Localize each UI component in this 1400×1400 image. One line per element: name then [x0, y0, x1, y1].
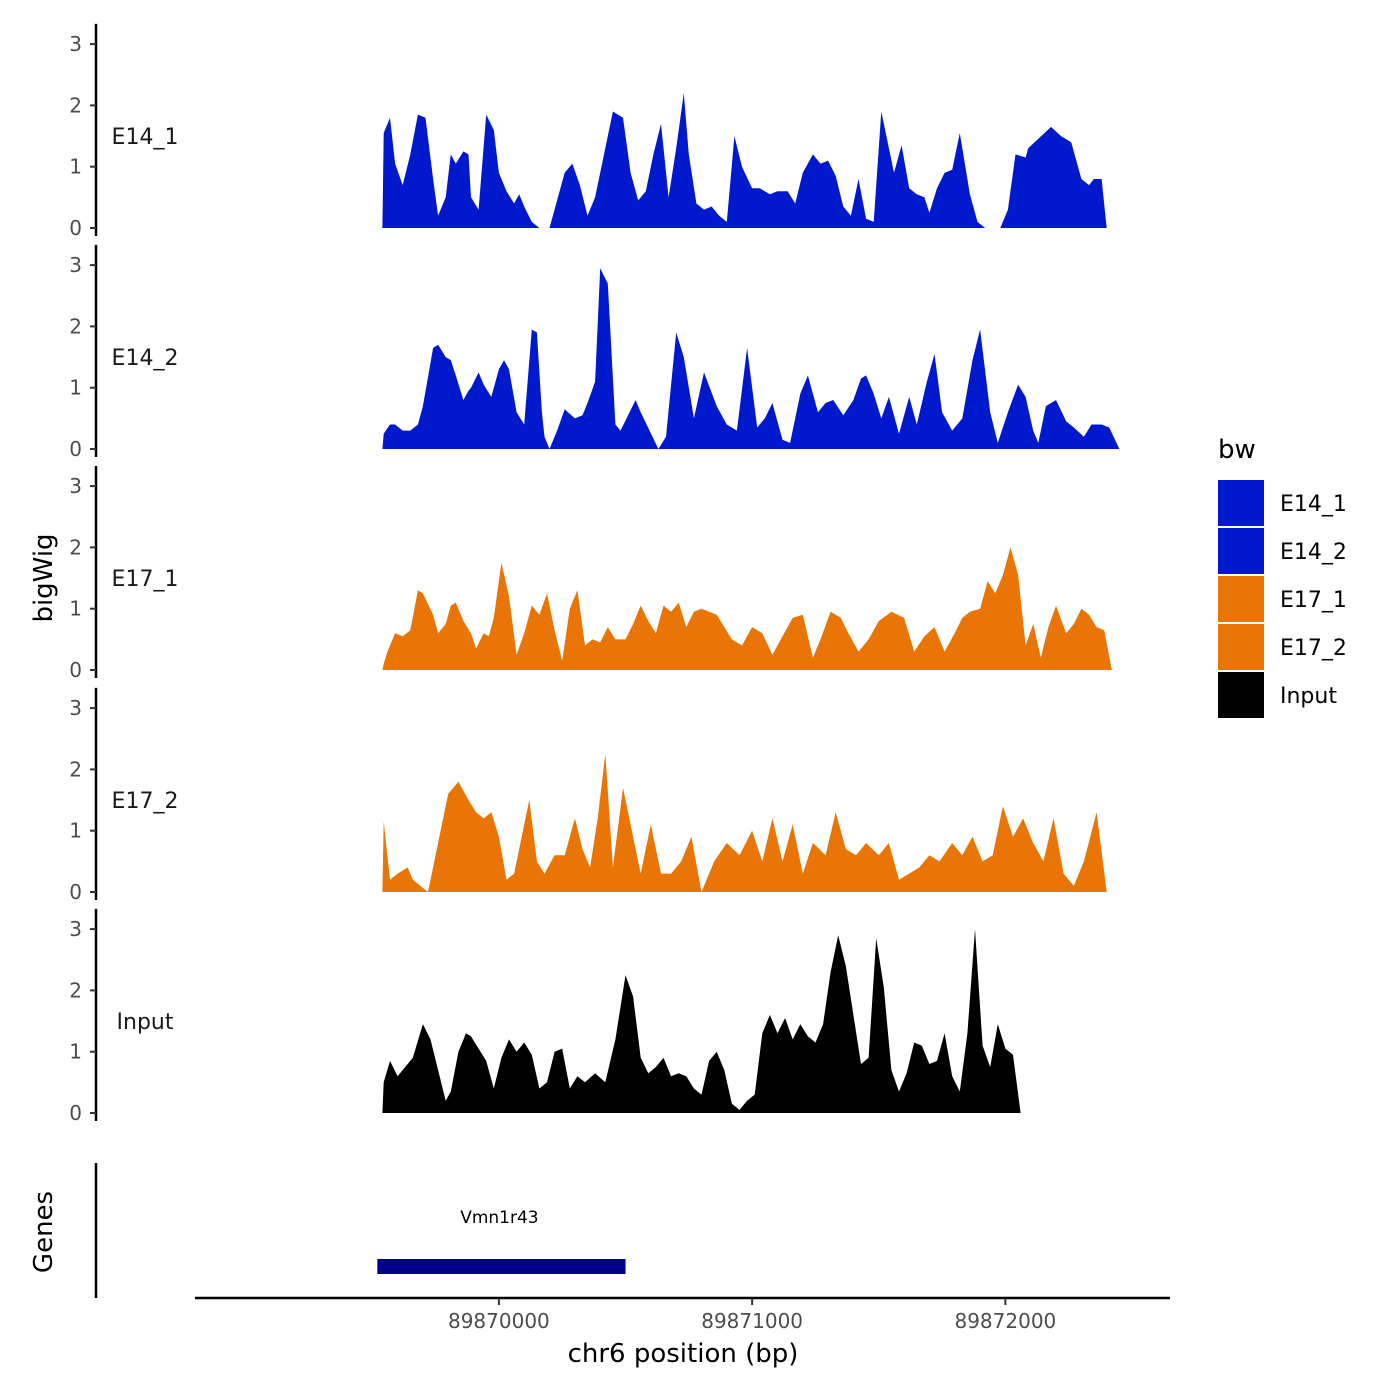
- track-label-E14_2: E14_2: [112, 346, 179, 371]
- y-tick-label: 0: [69, 658, 82, 682]
- signal-area-E14_2: [382, 268, 1132, 449]
- legend-label-E14_2: E14_2: [1280, 540, 1347, 565]
- track-panel-E14_2: 0 1 2 3 E14_2: [69, 244, 1132, 461]
- y-tick-label: 1: [69, 819, 82, 843]
- y-tick-label: 3: [69, 253, 82, 277]
- signal-area-E17_1: [382, 547, 1132, 670]
- legend: bw E14_1 E14_2 E17_1 E17_2 Input: [1218, 435, 1347, 718]
- legend-swatch-E14_2: [1218, 528, 1264, 574]
- y-tick-label: 2: [69, 314, 82, 338]
- gene-label-Vmn1r43: Vmn1r43: [460, 1208, 538, 1228]
- signal-area-E14_1: [382, 93, 1135, 228]
- track-label-E17_1: E17_1: [112, 567, 179, 592]
- y-tick-label: 0: [69, 216, 82, 240]
- x-tick-label: 89872000: [954, 1309, 1056, 1333]
- y-tick-label: 0: [69, 880, 82, 904]
- y-tick-label: 0: [69, 437, 82, 461]
- y-tick-label: 0: [69, 1101, 82, 1125]
- track-panel-E17_2: 0 1 2 3 E17_2: [69, 687, 1132, 904]
- y-tick-label: 1: [69, 1040, 82, 1064]
- y-tick-label: 2: [69, 93, 82, 117]
- legend-swatch-E17_2: [1218, 624, 1264, 670]
- x-tick-label: 89870000: [448, 1309, 550, 1333]
- signal-area-Input: [382, 929, 1132, 1113]
- y-axis-title: bigWig: [29, 533, 59, 622]
- x-axis-title: chr6 position (bp): [568, 1339, 799, 1369]
- y-tick-label: 1: [69, 597, 82, 621]
- track-panel-E14_1: 0 1 2 3 E14_1: [69, 23, 1135, 240]
- legend-label-E17_2: E17_2: [1280, 636, 1347, 661]
- y-tick-label: 3: [69, 917, 82, 941]
- legend-swatch-E17_1: [1218, 576, 1264, 622]
- y-tick-label: 2: [69, 757, 82, 781]
- y-tick-label: 1: [69, 376, 82, 400]
- legend-swatch-E14_1: [1218, 480, 1264, 526]
- legend-label-E14_1: E14_1: [1280, 492, 1347, 517]
- track-panel-Input: 0 1 2 3 Input: [69, 908, 1132, 1125]
- track-label-E17_2: E17_2: [112, 789, 179, 814]
- legend-swatch-Input: [1218, 672, 1264, 718]
- genes-track: Vmn1r43: [94, 1163, 626, 1298]
- y-tick-label: 3: [69, 474, 82, 498]
- legend-label-E17_1: E17_1: [1280, 588, 1347, 613]
- y-tick-label: 3: [69, 32, 82, 56]
- y-tick-label: 2: [69, 978, 82, 1002]
- legend-title: bw: [1218, 435, 1256, 465]
- gene-bar-Vmn1r43: [377, 1259, 626, 1274]
- track-panel-E17_1: 0 1 2 3 E17_1: [69, 465, 1132, 682]
- track-label-Input: Input: [117, 1010, 174, 1035]
- legend-label-Input: Input: [1280, 684, 1337, 709]
- y-tick-label: 3: [69, 696, 82, 720]
- signal-tracks: 0 1 2 3 E14_1 0 1 2 3 E14_2 0 1 2 3 E17_1 0 1 2 3 E17_2 0 1 2 3…: [69, 23, 1135, 1125]
- x-tick-label: 89871000: [701, 1309, 803, 1333]
- y-tick-label: 2: [69, 535, 82, 559]
- signal-area-E17_2: [382, 754, 1132, 892]
- genes-track-title: Genes: [29, 1191, 59, 1273]
- y-tick-label: 1: [69, 155, 82, 179]
- track-label-E14_1: E14_1: [112, 125, 179, 150]
- x-axis: 89870000 89871000 89872000: [195, 1296, 1170, 1333]
